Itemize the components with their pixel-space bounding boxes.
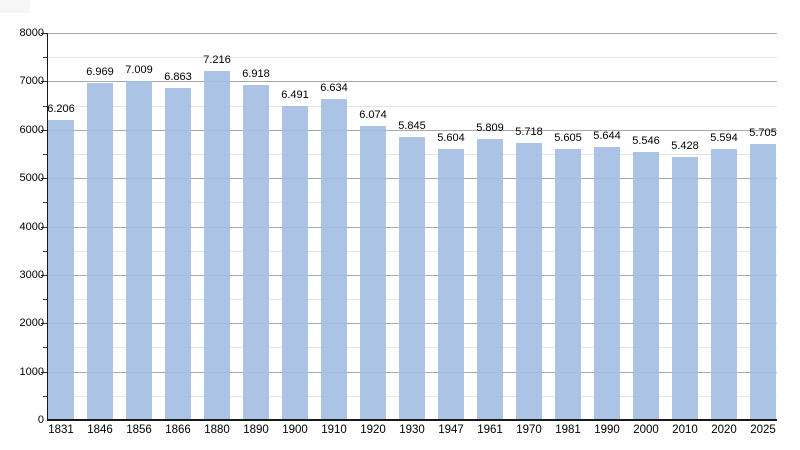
y-axis-tick: [43, 153, 47, 155]
corner-artifact-box: [0, 0, 30, 13]
x-tick-label: 1910: [321, 424, 347, 436]
x-tick-label: 1981: [555, 424, 581, 436]
x-tick-label: 2000: [633, 424, 659, 436]
gridline-major: [48, 33, 777, 34]
bar-value-label: 5.546: [632, 134, 660, 147]
x-tick-label: 1947: [438, 424, 464, 436]
x-tick-label: 2010: [672, 424, 698, 436]
x-tick-label: 1900: [282, 424, 308, 436]
gridline-major: [48, 81, 777, 83]
y-axis-tick: [43, 347, 47, 349]
x-tick-label: 1961: [477, 424, 503, 436]
bar-value-label: 5.845: [398, 120, 426, 133]
y-tick-label: 4000: [19, 220, 44, 233]
x-tick-label: 1880: [204, 424, 230, 436]
x-tick-label: 1866: [165, 424, 191, 436]
bar-1910: [321, 99, 347, 420]
bar-1846: [87, 82, 113, 420]
bar-value-label: 7.009: [125, 63, 153, 76]
bar-1856: [126, 80, 152, 420]
gridline-major: [48, 129, 777, 131]
bar-value-label: 5.604: [437, 131, 465, 144]
y-tick-label: 7000: [19, 75, 44, 88]
y-tick-label: 2000: [19, 317, 44, 330]
y-axis-tick: [43, 57, 47, 59]
gridline-minor: [48, 105, 777, 107]
gridline-minor: [48, 57, 777, 59]
y-axis-tick: [41, 178, 47, 180]
bar-1831: [48, 119, 74, 420]
x-tick-label: 1831: [48, 424, 74, 436]
y-tick-label: 6000: [19, 123, 44, 136]
plot-area: 6.206 6.969 7.009 6.863 7.216 6.918 6.491 6.634…: [47, 33, 777, 420]
x-tick-label: 1890: [243, 424, 269, 436]
y-axis-tick: [43, 250, 47, 252]
bar-1947: [438, 148, 464, 420]
y-axis-tick: [41, 33, 47, 34]
y-axis-tick: [43, 202, 47, 204]
x-axis-line: [46, 419, 777, 421]
bar-2020: [711, 149, 737, 420]
bar-2025: [750, 144, 776, 420]
bar-2000: [633, 151, 659, 420]
x-tick-label: 1990: [594, 424, 620, 436]
bar-1981: [555, 148, 581, 420]
y-axis-tick: [43, 105, 47, 107]
bar-value-label: 6.863: [164, 71, 192, 83]
y-axis-tick: [41, 226, 47, 228]
x-tick-label: 1856: [126, 424, 152, 436]
y-axis-tick: [41, 323, 47, 325]
y-tick-label: 5000: [19, 172, 44, 185]
x-tick-label: 1920: [360, 424, 386, 436]
x-tick-label: 2025: [750, 424, 776, 436]
bar-value-label: 6.918: [242, 68, 270, 81]
bar-1880: [204, 70, 230, 420]
y-tick-label: 1000: [19, 365, 44, 378]
bar-1990: [594, 147, 620, 420]
y-axis-line: [46, 33, 48, 420]
bar-value-label: 6.969: [86, 65, 114, 78]
bar-value-label: 5.705: [749, 127, 777, 139]
bar-2010: [672, 157, 698, 420]
y-tick-label: 0: [37, 414, 44, 426]
bar-value-label: 6.491: [281, 89, 309, 101]
bar-1890: [243, 85, 269, 420]
bar-value-label: 6.206: [47, 102, 75, 115]
bar-value-label: 5.594: [710, 132, 738, 145]
bar-value-label: 7.216: [203, 53, 231, 66]
bar-1930: [399, 137, 425, 420]
bar-value-label: 5.428: [671, 140, 699, 153]
y-axis-tick: [41, 274, 47, 276]
y-axis-tick: [41, 81, 47, 83]
bar-value-label: 6.074: [359, 109, 387, 122]
bar-value-label: 5.718: [515, 126, 543, 139]
bar-1970: [516, 143, 542, 420]
bar-1900: [282, 106, 308, 420]
x-tick-label: 1930: [399, 424, 425, 436]
x-tick-label: 1970: [516, 424, 542, 436]
bar-value-label: 6.634: [320, 82, 348, 95]
bar-1961: [477, 139, 503, 420]
bar-value-label: 5.605: [554, 131, 582, 144]
x-tick-label: 2020: [711, 424, 737, 436]
y-tick-label: 3000: [19, 268, 44, 281]
x-tick-label: 1846: [87, 424, 113, 436]
y-tick-label: 8000: [19, 27, 44, 39]
y-axis-tick: [43, 299, 47, 301]
y-axis-tick: [43, 395, 47, 397]
bar-value-label: 5.809: [476, 122, 504, 134]
bar-value-label: 5.644: [593, 130, 621, 142]
bar-1866: [165, 88, 191, 420]
y-axis-tick: [41, 129, 47, 131]
y-axis-tick: [41, 371, 47, 373]
bar-1920: [360, 126, 386, 420]
